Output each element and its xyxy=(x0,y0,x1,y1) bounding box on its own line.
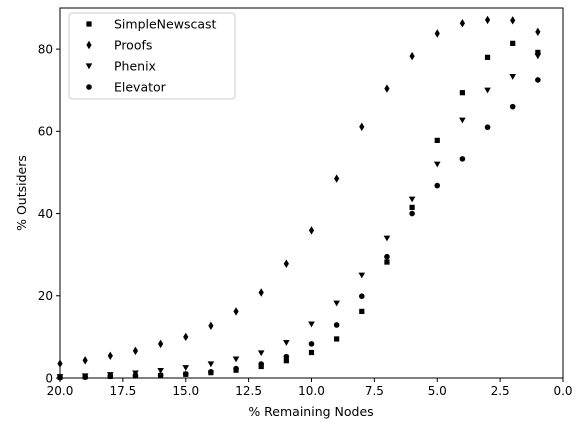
data-point xyxy=(409,211,415,217)
x-axis-label: % Remaining Nodes xyxy=(248,404,373,419)
x-tick-label: 0.0 xyxy=(553,384,572,398)
data-point xyxy=(158,340,163,348)
data-point xyxy=(410,52,415,60)
legend-label: Proofs xyxy=(114,38,152,53)
legend-label: SimpleNewscast xyxy=(114,17,217,32)
data-point xyxy=(484,88,491,94)
legend-label: Phenix xyxy=(114,59,156,74)
data-point xyxy=(510,104,516,110)
data-point xyxy=(359,309,364,314)
data-point xyxy=(208,322,213,330)
x-tick-label: 20.0 xyxy=(47,384,74,398)
data-point xyxy=(434,183,440,189)
data-point xyxy=(284,354,290,360)
data-point xyxy=(284,260,289,268)
y-tick-label: 40 xyxy=(38,207,53,221)
data-point xyxy=(333,301,340,307)
data-point xyxy=(535,54,542,60)
data-point xyxy=(334,174,339,182)
data-point xyxy=(384,236,391,242)
y-tick-label: 20 xyxy=(38,289,53,303)
data-point xyxy=(258,361,264,367)
data-point xyxy=(409,197,416,203)
data-point xyxy=(309,350,314,355)
x-tick-label: 5.0 xyxy=(428,384,447,398)
data-point xyxy=(434,162,441,168)
data-point xyxy=(459,118,466,124)
data-point xyxy=(233,356,240,362)
data-point xyxy=(535,28,540,36)
data-point xyxy=(83,356,88,364)
data-point xyxy=(510,41,515,46)
data-point xyxy=(208,369,214,375)
data-point xyxy=(460,156,466,162)
x-tick-label: 10.0 xyxy=(298,384,325,398)
data-point xyxy=(359,293,365,299)
x-axis: 20.0 17.5 15.0 12.5 10.0 7.5 5.0 2.5 0.0 xyxy=(47,378,573,398)
y-tick-label: 80 xyxy=(38,42,53,56)
x-tick-label: 2.5 xyxy=(491,384,510,398)
data-point xyxy=(435,138,440,143)
data-point xyxy=(309,226,314,234)
data-point xyxy=(158,372,164,378)
legend: SimpleNewscast Proofs Phenix Elevator xyxy=(69,13,235,99)
data-point xyxy=(509,74,516,80)
data-point xyxy=(259,288,264,296)
data-point xyxy=(182,365,189,371)
y-tick-label: 60 xyxy=(38,125,53,139)
data-point xyxy=(485,55,490,60)
data-point xyxy=(384,254,390,260)
x-tick-label: 7.5 xyxy=(365,384,384,398)
x-tick-label: 17.5 xyxy=(110,384,137,398)
y-axis-label: % Outsiders xyxy=(14,155,29,231)
data-point xyxy=(359,123,364,131)
data-point xyxy=(485,16,490,24)
x-tick-label: 12.5 xyxy=(235,384,262,398)
data-point xyxy=(334,322,340,328)
data-point xyxy=(535,77,541,83)
data-point xyxy=(510,16,515,24)
legend-marker xyxy=(86,21,91,26)
data-point xyxy=(410,205,415,210)
data-point xyxy=(384,259,389,264)
series-phenix xyxy=(57,54,541,380)
y-tick-label: 0 xyxy=(45,371,53,385)
data-point xyxy=(460,90,465,95)
data-point xyxy=(283,340,290,346)
data-point xyxy=(208,361,215,367)
data-point xyxy=(435,29,440,37)
data-point xyxy=(485,124,491,130)
y-axis: 0 20 40 60 80 xyxy=(38,42,60,385)
data-point xyxy=(233,366,239,372)
x-tick-label: 15.0 xyxy=(172,384,199,398)
legend-label: Elevator xyxy=(114,80,167,95)
data-point xyxy=(309,341,315,347)
data-point xyxy=(334,336,339,341)
data-point xyxy=(258,350,265,356)
legend-marker xyxy=(86,84,92,90)
data-point xyxy=(460,19,465,27)
data-point xyxy=(384,84,389,92)
data-point xyxy=(233,307,238,315)
data-point xyxy=(108,352,113,360)
data-point xyxy=(183,333,188,341)
data-point xyxy=(308,322,315,328)
series-elevator xyxy=(57,77,540,380)
data-point xyxy=(183,371,189,377)
data-point xyxy=(359,273,366,279)
data-point xyxy=(133,347,138,355)
data-point xyxy=(82,374,88,380)
